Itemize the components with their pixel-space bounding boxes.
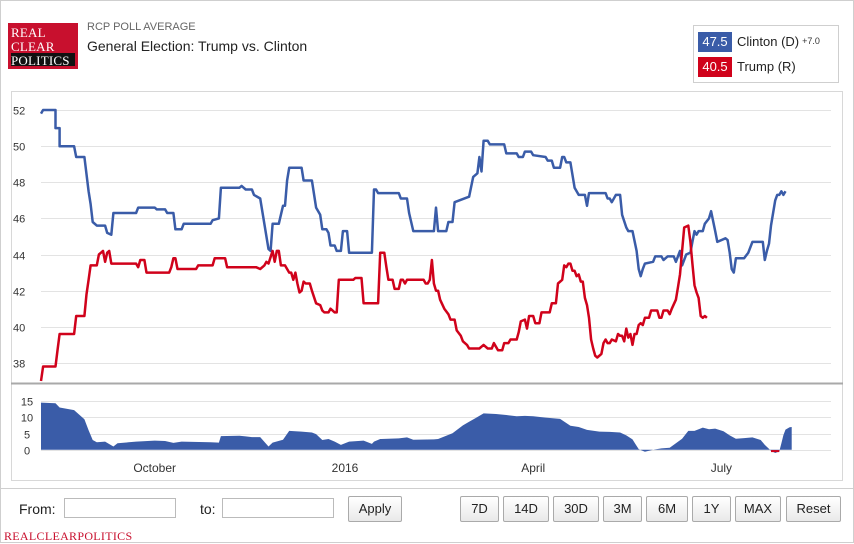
- legend-item-clinton[interactable]: 47.5 Clinton (D) +7.0: [698, 32, 820, 52]
- chart-title: General Election: Trump vs. Clinton: [87, 38, 308, 54]
- x-tick-label: April: [521, 461, 545, 475]
- apply-button[interactable]: Apply: [348, 496, 402, 522]
- x-tick-label: October: [133, 461, 176, 475]
- chart-svg: 38 40 42 44 46 48 50 52 0 5 10 15 October 2016 April Ju…: [11, 91, 843, 481]
- x-tick-label: 2016: [332, 461, 359, 475]
- y-tick-label: 44: [13, 251, 25, 263]
- y-tick-label: 42: [13, 287, 25, 299]
- series-line-trump: [39, 224, 708, 382]
- footer-brand[interactable]: REALCLEARPOLITICS: [4, 529, 133, 543]
- range-3m-button[interactable]: 3M: [603, 496, 642, 522]
- y-tick-label: 46: [13, 214, 25, 226]
- nav-y-tick-label: 5: [24, 430, 30, 442]
- nav-y-tick-label: 10: [21, 413, 33, 425]
- nav-y-tick-label: 15: [21, 397, 33, 409]
- rcp-logo[interactable]: REAL CLEAR POLITICS: [8, 23, 78, 69]
- y-tick-label: 48: [13, 178, 25, 190]
- legend-label-clinton: Clinton (D): [737, 34, 800, 49]
- range-7d-button[interactable]: 7D: [460, 496, 499, 522]
- logo-line-2: CLEAR: [11, 39, 55, 54]
- reset-button[interactable]: Reset: [786, 496, 841, 522]
- legend-item-trump[interactable]: 40.5 Trump (R): [698, 57, 796, 77]
- chart-subtitle: RCP POLL AVERAGE: [87, 21, 196, 33]
- legend-value-trump: 40.5: [698, 57, 732, 77]
- legend-value-clinton: 47.5: [698, 32, 732, 52]
- chart-area: 38 40 42 44 46 48 50 52 0 5 10 15 October 2016 April Ju…: [11, 91, 843, 481]
- range-controls: From: to: Apply 7D 14D 30D 3M 6M 1Y MAX …: [1, 488, 853, 527]
- logo-line-3: POLITICS: [11, 53, 70, 68]
- chart-border: [11, 91, 843, 481]
- logo-black-band: [11, 53, 75, 66]
- legend-label-trump: Trump (R): [737, 59, 796, 74]
- y-tick-label: 52: [13, 106, 25, 118]
- range-6m-button[interactable]: 6M: [646, 496, 688, 522]
- y-tick-label: 40: [13, 323, 25, 335]
- y-tick-label: 38: [13, 359, 25, 371]
- range-30d-button[interactable]: 30D: [553, 496, 599, 522]
- to-label: to:: [200, 501, 216, 517]
- range-14d-button[interactable]: 14D: [503, 496, 549, 522]
- legend: 47.5 Clinton (D) +7.0 40.5 Trump (R): [693, 25, 839, 83]
- to-date-input[interactable]: [222, 498, 334, 518]
- legend-diff-clinton: +7.0: [802, 36, 820, 46]
- y-tick-label: 50: [13, 142, 25, 154]
- spread-area: [41, 402, 792, 453]
- nav-y-tick-label: 0: [24, 446, 30, 458]
- logo-line-1: REAL: [11, 25, 46, 40]
- range-1y-button[interactable]: 1Y: [692, 496, 731, 522]
- range-max-button[interactable]: MAX: [735, 496, 781, 522]
- from-date-input[interactable]: [64, 498, 176, 518]
- series-line-clinton: [39, 108, 787, 278]
- x-tick-label: July: [711, 461, 732, 475]
- from-label: From:: [19, 501, 56, 517]
